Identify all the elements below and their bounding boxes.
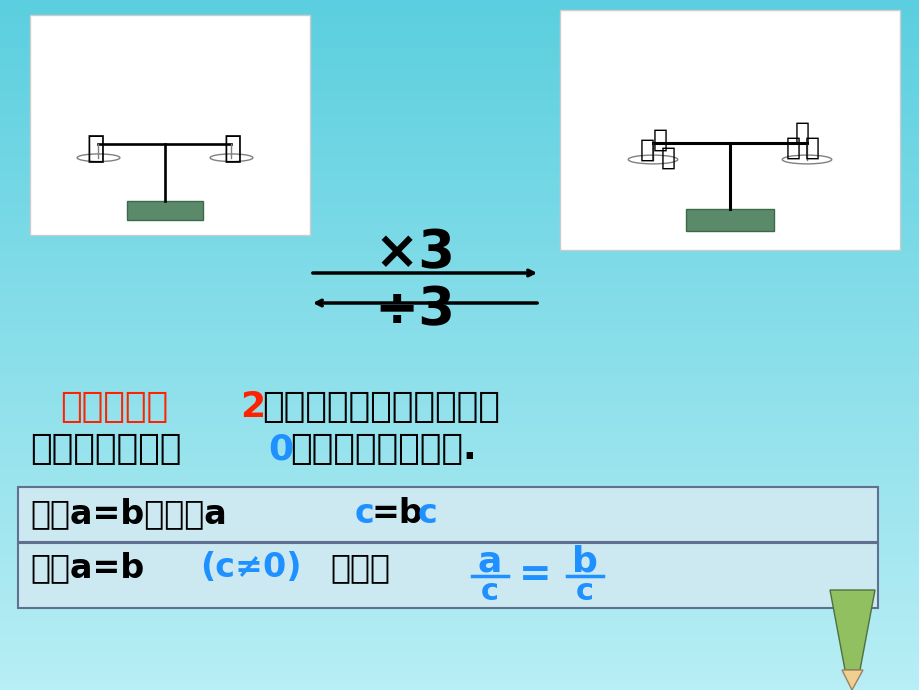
Text: 🍔: 🍔 [639, 138, 653, 162]
Text: 🍎: 🍎 [803, 136, 819, 160]
Text: 0: 0 [267, 432, 293, 466]
Text: 2: 2 [240, 390, 265, 424]
Text: c: c [355, 497, 374, 530]
Text: =: = [518, 557, 550, 595]
Ellipse shape [77, 154, 119, 161]
Text: b: b [572, 544, 597, 578]
Text: ×3: ×3 [374, 227, 455, 279]
Text: 🍔: 🍔 [86, 135, 105, 164]
Text: ÷3: ÷3 [374, 284, 455, 336]
Bar [18, 487, 877, 542]
Bar [560, 10, 899, 250]
Polygon shape [841, 670, 862, 690]
Text: a: a [477, 544, 502, 578]
Text: c: c [575, 577, 594, 606]
Text: 如果a=b，那么a: 如果a=b，那么a [30, 497, 226, 530]
Bar [18, 543, 877, 608]
Text: 除以同一个不为: 除以同一个不为 [30, 432, 181, 466]
Text: 🍎: 🍎 [785, 136, 800, 160]
Text: ，那么: ，那么 [330, 551, 390, 584]
Text: ：等式两边乘同一个数或: ：等式两边乘同一个数或 [262, 390, 499, 424]
Text: 如果a=b: 如果a=b [30, 551, 144, 584]
Text: 🍔: 🍔 [660, 146, 675, 170]
Text: 🍔: 🍔 [652, 128, 667, 152]
Ellipse shape [210, 154, 253, 161]
Bar [30, 15, 310, 235]
Text: 🍎: 🍎 [223, 135, 242, 164]
Bar [127, 201, 203, 219]
Text: 🍎: 🍎 [794, 121, 809, 145]
Text: (c≠0): (c≠0) [199, 551, 301, 584]
Text: 等式的性质: 等式的性质 [60, 390, 168, 424]
Text: 的数，结果仍相等.: 的数，结果仍相等. [289, 432, 476, 466]
Polygon shape [829, 590, 874, 670]
Text: =b: =b [371, 497, 424, 530]
Ellipse shape [628, 155, 677, 164]
Ellipse shape [781, 155, 831, 164]
Text: c: c [417, 497, 437, 530]
Bar [686, 209, 773, 231]
Text: c: c [481, 577, 498, 606]
